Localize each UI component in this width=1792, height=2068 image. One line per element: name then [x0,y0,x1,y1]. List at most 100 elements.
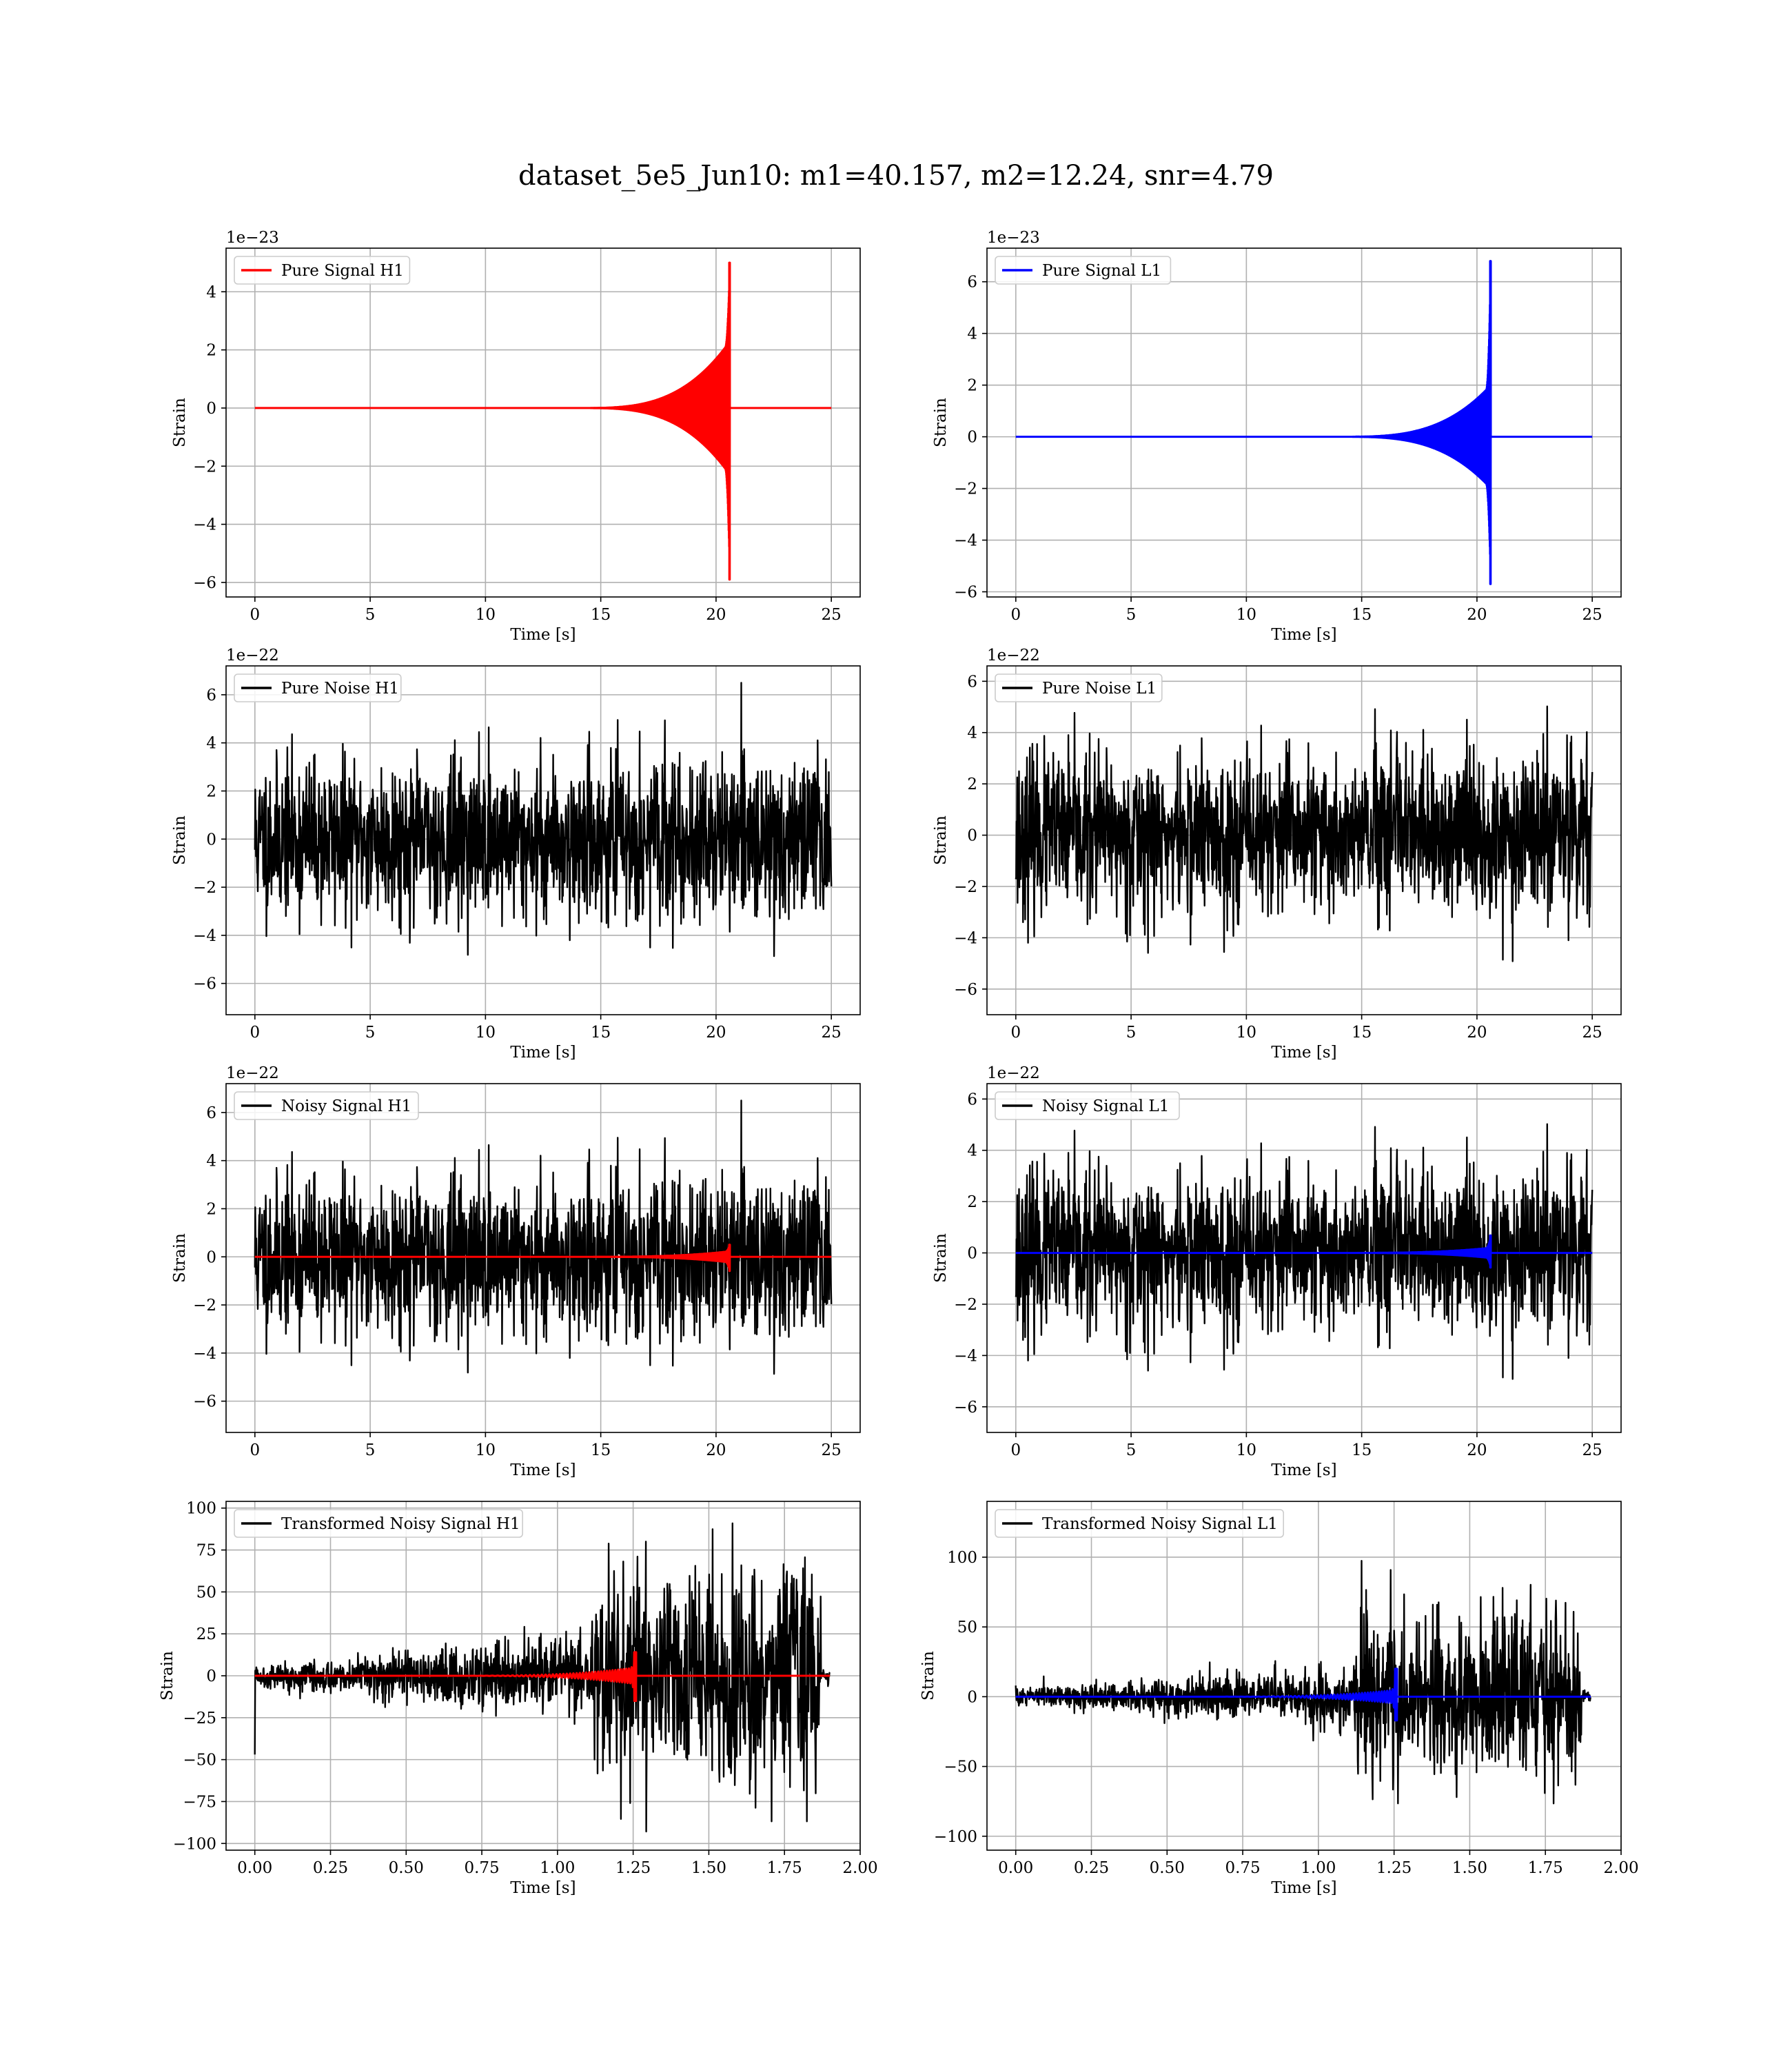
y-tick-label: −25 [183,1710,216,1727]
plot-area [1015,260,1593,585]
y-tick-label: −2 [193,458,216,476]
x-tick-label: 20 [706,1024,726,1042]
series-line [254,1244,832,1273]
x-tick-label: 5 [1126,1024,1137,1042]
y-tick-label: 4 [967,325,977,343]
x-tick-label: 20 [706,1441,726,1459]
y-tick-label: −6 [193,574,216,592]
series-line [1015,1234,1593,1269]
figure-title: dataset_5e5_Jun10: m1=40.157, m2=12.24, … [518,160,1274,192]
x-axis-label: Time [s] [1271,1461,1336,1479]
x-tick-label: 25 [822,606,842,624]
x-tick-label: 0 [250,1024,260,1042]
x-tick-label: 5 [1126,606,1137,624]
y-tick-label: 50 [957,1619,977,1636]
y-tick-label: 6 [206,687,216,704]
y-axis-label: Strain [171,815,189,865]
y-tick-label: 0 [206,1667,216,1685]
y-tick-label: 6 [967,673,977,691]
y-tick-label: 0 [967,1245,977,1263]
y-offset-label: 1e−23 [987,229,1040,247]
legend-box [234,1509,524,1538]
x-tick-label: 15 [1352,606,1372,624]
x-tick-label: 0.00 [998,1859,1033,1877]
series-line [254,1099,833,1375]
x-axis-label: Time [s] [510,1044,576,1062]
series-line [1015,260,1593,585]
subplot-8: 0.00 0.25 0.50 0.75 1.00 1.25 1.50 1.75 2.00 −100… [919,1501,1639,1897]
series-line [1015,1667,1591,1722]
legend-label: Pure Signal L1 [1042,262,1161,280]
x-tick-label: 0.25 [313,1859,348,1877]
series-line [1015,705,1594,962]
y-axis-label: Strain [932,815,950,865]
y-tick-label: −100 [934,1828,977,1846]
y-tick-label: 0 [967,1688,977,1706]
y-tick-label: 4 [206,735,216,753]
y-tick-label: −2 [954,1296,977,1314]
y-axis-label: Strain [919,1651,937,1701]
legend: Pure Noise H1 [234,673,402,702]
axes-frame [986,1501,1622,1851]
y-offset-label: 1e−22 [987,647,1040,665]
subplot-3: 0 5 10 15 20 25 −6 −4 −2 0 2 4 6 Time [s] Strain 1e−22P… [171,647,861,1062]
y-tick-label: −100 [173,1835,216,1853]
x-tick-label: 0.75 [1225,1859,1260,1877]
y-tick-label: 4 [206,283,216,301]
legend-box [995,1091,1180,1120]
subplot-5: 0 5 10 15 20 25 −6 −4 −2 0 2 4 6 Time [s] Strain 1e−22N… [171,1064,861,1479]
y-tick-label: 0 [206,831,216,849]
y-tick-label: −4 [193,927,216,945]
y-axis-label: Strain [171,398,189,447]
y-tick-label: −4 [954,1347,977,1365]
x-tick-label: 25 [822,1024,842,1042]
x-tick-label: 10 [1236,1441,1256,1459]
plot-area [1015,1560,1592,1805]
x-axis-label: Time [s] [1271,1879,1336,1897]
plot-area [1015,705,1594,962]
y-tick-label: 0 [967,827,977,845]
plot-area [254,261,832,581]
legend: Pure Noise L1 [995,673,1163,702]
y-tick-label: 2 [206,342,216,360]
y-offset-label: 1e−22 [987,1064,1040,1082]
y-tick-label: 0 [967,429,977,447]
y-tick-label: 50 [196,1583,216,1601]
x-tick-label: 0 [250,1441,260,1459]
series-line [254,1522,831,1833]
x-tick-label: 2.00 [842,1859,877,1877]
x-tick-label: 0 [1010,606,1021,624]
x-tick-label: 1.00 [540,1859,575,1877]
y-tick-label: 4 [967,1142,977,1160]
x-tick-label: 0.50 [389,1859,424,1877]
y-tick-label: −75 [183,1793,216,1811]
x-tick-label: 15 [591,1024,611,1042]
axes-frame [986,1083,1622,1433]
y-tick-label: −2 [954,878,977,896]
legend-box [234,256,411,285]
legend-box [234,1091,419,1120]
y-axis-label: Strain [932,398,950,447]
x-tick-label: 1.75 [1528,1859,1563,1877]
y-tick-label: −2 [954,480,977,498]
y-tick-label: 2 [206,1200,216,1218]
plot-area [254,1099,833,1375]
plot-area [254,682,833,957]
legend: Transformed Noisy Signal H1 [234,1509,524,1538]
x-axis-label: Time [s] [1271,626,1336,644]
y-tick-label: −2 [193,879,216,897]
x-tick-label: 1.00 [1301,1859,1336,1877]
y-tick-label: −2 [193,1297,216,1315]
x-tick-label: 5 [365,606,376,624]
axes-frame [986,247,1622,598]
plot-area [254,1522,831,1833]
x-tick-label: 0.50 [1150,1859,1185,1877]
x-tick-label: 0 [250,606,260,624]
y-tick-label: 2 [967,377,977,395]
x-tick-label: 20 [1467,606,1487,624]
x-tick-label: 0 [1010,1024,1021,1042]
y-tick-label: −4 [954,929,977,947]
x-tick-label: 0.75 [464,1859,499,1877]
axes-frame [225,1083,861,1433]
y-tick-label: 2 [967,1193,977,1211]
